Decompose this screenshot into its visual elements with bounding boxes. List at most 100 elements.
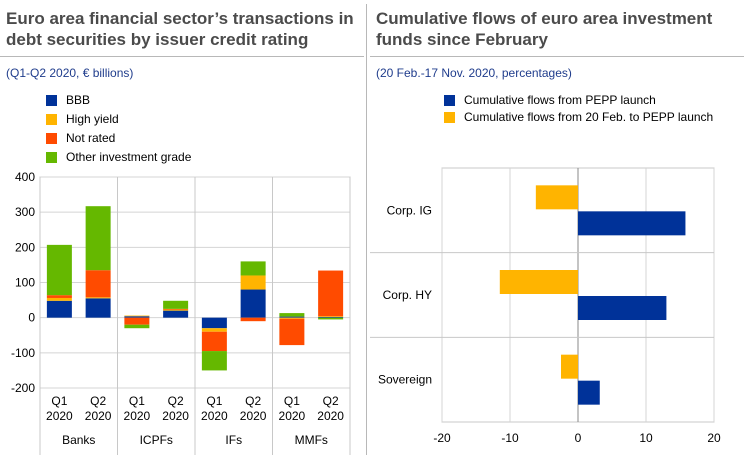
right-chart-title: Cumulative flows of euro area investment… bbox=[376, 8, 732, 50]
bar-high-yield bbox=[163, 309, 189, 311]
bar-cumulative-flows-from-20-feb-to-pepp-launch bbox=[499, 270, 578, 294]
group-label: ICPFs bbox=[140, 433, 173, 447]
legend-item-high-yield: High yield bbox=[46, 112, 266, 131]
right-title-line-2: funds since February bbox=[376, 30, 548, 49]
x-tick-label: Q1 bbox=[206, 394, 222, 408]
left-legend: BBB High yield Not rated Other investment g… bbox=[46, 93, 266, 169]
legend-swatch bbox=[46, 152, 57, 163]
legend-label: BBB bbox=[66, 93, 91, 107]
category-label: Corp. HY bbox=[383, 288, 432, 302]
x-tick-label: 2020 bbox=[279, 409, 306, 423]
x-tick-label: 2020 bbox=[240, 409, 267, 423]
bar-bbb bbox=[124, 316, 150, 318]
bar-cumulative-flows-from-pepp-launch bbox=[578, 296, 667, 320]
x-tick-label: Q1 bbox=[51, 394, 67, 408]
left-chart-title: Euro area financial sector’s transaction… bbox=[6, 8, 362, 50]
x-tick-label: 2020 bbox=[46, 409, 73, 423]
group-label: IFs bbox=[225, 433, 242, 447]
group-label: Banks bbox=[62, 433, 95, 447]
bar-bbb bbox=[163, 310, 189, 318]
bar-other-investment-grade bbox=[163, 300, 189, 309]
legend-swatch bbox=[444, 95, 455, 106]
y-tick-label: 100 bbox=[15, 276, 35, 290]
bar-other-investment-grade bbox=[240, 261, 266, 276]
legend-item-other-investment-grade: Other investment grade bbox=[46, 150, 266, 169]
right-title-line-1: Cumulative flows of euro area investment bbox=[376, 9, 713, 28]
x-tick-label: -20 bbox=[433, 431, 451, 445]
bar-high-yield bbox=[240, 275, 266, 290]
bar-bbb bbox=[318, 316, 344, 318]
bar-not-rated bbox=[318, 270, 344, 317]
left-chart-panel: Euro area financial sector’s transaction… bbox=[0, 0, 364, 459]
x-tick-label: 2020 bbox=[85, 409, 112, 423]
legend-label: Not rated bbox=[66, 131, 116, 145]
legend-item-bbb: BBB bbox=[46, 93, 266, 112]
x-tick-label: 2020 bbox=[162, 409, 189, 423]
y-tick-label: 0 bbox=[28, 311, 35, 325]
bar-cumulative-flows-from-20-feb-to-pepp-launch bbox=[561, 354, 578, 379]
y-tick-label: 300 bbox=[15, 205, 35, 219]
legend-swatch bbox=[444, 112, 455, 123]
x-tick-label: 0 bbox=[575, 431, 582, 445]
bar-cumulative-flows-from-pepp-launch bbox=[578, 380, 600, 405]
x-tick-label: -10 bbox=[501, 431, 519, 445]
legend-item-cumulative-flows-from-pepp-launch: Cumulative flows from PEPP launch bbox=[444, 93, 744, 110]
x-tick-label: 10 bbox=[639, 431, 653, 445]
bar-high-yield bbox=[318, 316, 344, 317]
bar-other-investment-grade bbox=[201, 351, 227, 371]
bar-bbb bbox=[240, 289, 266, 318]
x-tick-label: 2020 bbox=[317, 409, 344, 423]
bar-not-rated bbox=[46, 295, 72, 298]
bar-not-rated bbox=[163, 308, 189, 310]
bar-other-investment-grade bbox=[318, 317, 344, 320]
bar-bbb bbox=[279, 316, 305, 318]
bar-bbb bbox=[46, 300, 72, 318]
y-tick-label: 200 bbox=[15, 240, 35, 254]
bar-high-yield bbox=[124, 315, 150, 317]
bar-not-rated bbox=[201, 331, 227, 352]
group-label: MMFs bbox=[295, 433, 328, 447]
bar-high-yield bbox=[201, 328, 227, 332]
bar-not-rated bbox=[240, 317, 266, 322]
bar-cumulative-flows-from-20-feb-to-pepp-launch bbox=[535, 185, 578, 210]
left-title-line-2: debt securities by issuer credit rating bbox=[6, 30, 309, 49]
legend-label: High yield bbox=[66, 112, 119, 126]
right-chart-panel: Cumulative flows of euro area investment… bbox=[370, 0, 744, 459]
right-horizontal-bar-chart: -20 -10 0 10 20 Corp. IG Corp. HY Sovereign bbox=[370, 167, 721, 445]
category-label: Sovereign bbox=[378, 373, 432, 387]
bar-other-investment-grade bbox=[279, 313, 305, 317]
left-chart-subtitle: (Q1-Q2 2020, € billions) bbox=[6, 66, 134, 80]
legend-swatch bbox=[46, 114, 57, 125]
bar-not-rated bbox=[85, 270, 111, 298]
legend-item-not-rated: Not rated bbox=[46, 131, 266, 150]
legend-label: Other investment grade bbox=[66, 150, 192, 164]
right-chart-subtitle: (20 Feb.-17 Nov. 2020, percentages) bbox=[376, 66, 572, 80]
bar-high-yield bbox=[46, 297, 72, 301]
x-tick-label: Q1 bbox=[284, 394, 300, 408]
left-title-line-1: Euro area financial sector’s transaction… bbox=[6, 9, 354, 28]
left-stacked-bar-chart: -200-1000100200300400Q12020Q22020Q12020Q… bbox=[11, 170, 351, 455]
legend-item-cumulative-flows-from-20-feb-to-pepp-launch: Cumulative flows from 20 Feb. to PEPP la… bbox=[444, 110, 744, 127]
y-tick-label: 400 bbox=[15, 170, 35, 184]
x-tick-label: Q2 bbox=[323, 394, 339, 408]
left-title-rule bbox=[0, 56, 364, 57]
y-tick-label: -100 bbox=[11, 346, 35, 360]
bar-other-investment-grade bbox=[124, 324, 150, 329]
y-tick-label: -200 bbox=[11, 381, 35, 395]
bar-other-investment-grade bbox=[85, 206, 111, 271]
legend-label: Cumulative flows from PEPP launch bbox=[464, 93, 656, 107]
bar-other-investment-grade bbox=[46, 244, 72, 296]
bar-cumulative-flows-from-pepp-launch bbox=[578, 211, 686, 236]
bar-high-yield bbox=[279, 317, 305, 319]
right-title-rule bbox=[370, 56, 744, 57]
legend-swatch bbox=[46, 133, 57, 144]
legend-swatch bbox=[46, 95, 57, 106]
x-tick-label: Q1 bbox=[129, 394, 145, 408]
bar-bbb bbox=[85, 298, 111, 318]
right-legend: Cumulative flows from PEPP launch Cumulat… bbox=[444, 93, 744, 127]
bar-not-rated bbox=[279, 318, 305, 346]
bar-not-rated bbox=[124, 317, 150, 325]
x-tick-label: Q2 bbox=[245, 394, 261, 408]
bar-bbb bbox=[201, 317, 227, 329]
x-tick-label: 2020 bbox=[124, 409, 151, 423]
